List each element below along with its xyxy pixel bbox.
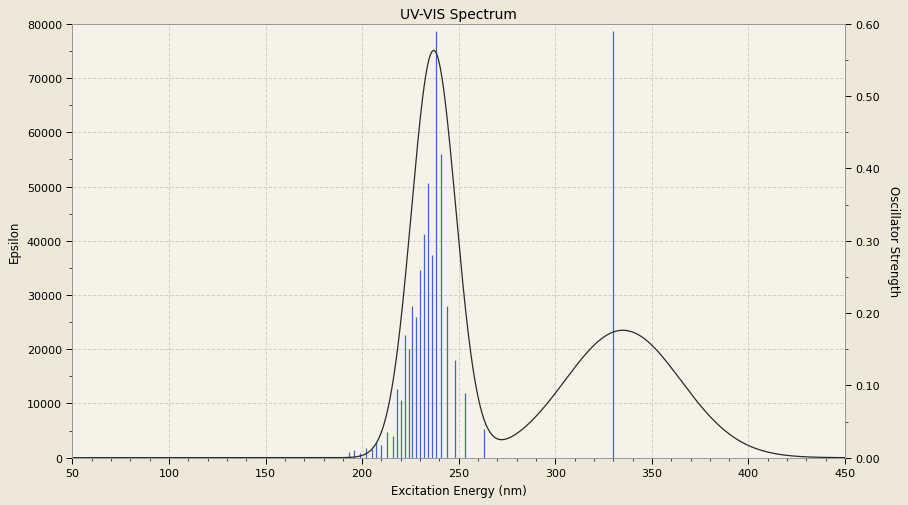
X-axis label: Excitation Energy (nm): Excitation Energy (nm) (390, 484, 527, 497)
Y-axis label: Epsilon: Epsilon (8, 220, 21, 263)
Y-axis label: Oscillator Strength: Oscillator Strength (887, 186, 900, 297)
Title: UV-VIS Spectrum: UV-VIS Spectrum (400, 8, 518, 22)
